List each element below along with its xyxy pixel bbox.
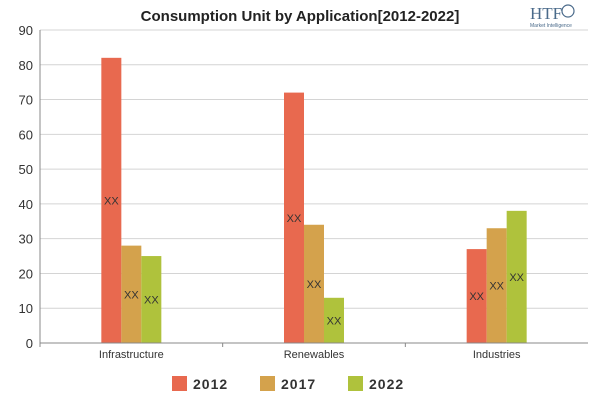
data-label: XX [327,315,342,327]
x-category-label: Infrastructure [99,349,164,361]
legend-swatch-2022 [348,376,363,391]
x-axis-categories: Infrastructure Renewables Industries [99,349,521,361]
bar-2012-renewables [284,92,304,343]
y-tick-label: 80 [19,58,33,73]
data-labels: XX XX XX XX XX XX XX XX XX [104,195,525,327]
logo-name: HTF [530,4,562,23]
data-label: XX [509,272,524,284]
logo-subtitle: Market Intelligence [530,23,572,29]
data-label: XX [104,195,119,207]
y-tick-label: 40 [19,197,33,212]
y-tick-label: 60 [19,127,33,142]
x-category-label: Renewables [284,349,345,361]
bar-2022-renewables [324,297,344,343]
legend-label-2012: 2012 [193,376,228,392]
bars [101,57,527,343]
y-tick-label: 30 [19,232,33,247]
legend-label-2017: 2017 [281,376,316,392]
bar-2022-infrastructure [141,256,162,343]
axes [39,30,588,347]
htf-logo: HTF Market Intelligence [530,4,575,29]
data-label: XX [469,291,484,303]
bar-2017-renewables [304,224,324,343]
y-axis-ticks: 0 10 20 30 40 50 60 70 80 90 [19,23,33,351]
data-label: XX [307,279,322,291]
legend-swatch-2017 [260,376,275,391]
y-tick-label: 70 [19,93,33,108]
bar-2017-infrastructure [121,245,142,343]
data-label: XX [144,295,159,307]
y-tick-label: 50 [19,162,33,177]
bar-2017-industries [486,228,507,343]
bar-2022-industries [506,210,527,343]
data-label: XX [287,213,302,225]
legend-swatch-2012 [172,376,187,391]
y-tick-label: 90 [19,23,33,38]
chart-title: Consumption Unit by Application[2012-202… [141,8,460,25]
legend: 2012 2017 2022 [172,376,404,392]
y-tick-label: 20 [19,266,33,281]
x-category-label: Industries [473,349,521,361]
bar-2012-industries [466,249,487,343]
bar-2012-infrastructure [101,57,122,343]
y-tick-label: 10 [19,301,33,316]
data-label: XX [124,289,139,301]
legend-label-2022: 2022 [369,376,404,392]
data-label: XX [489,281,504,293]
y-tick-label: 0 [26,336,33,351]
logo-globe-icon [561,4,575,18]
